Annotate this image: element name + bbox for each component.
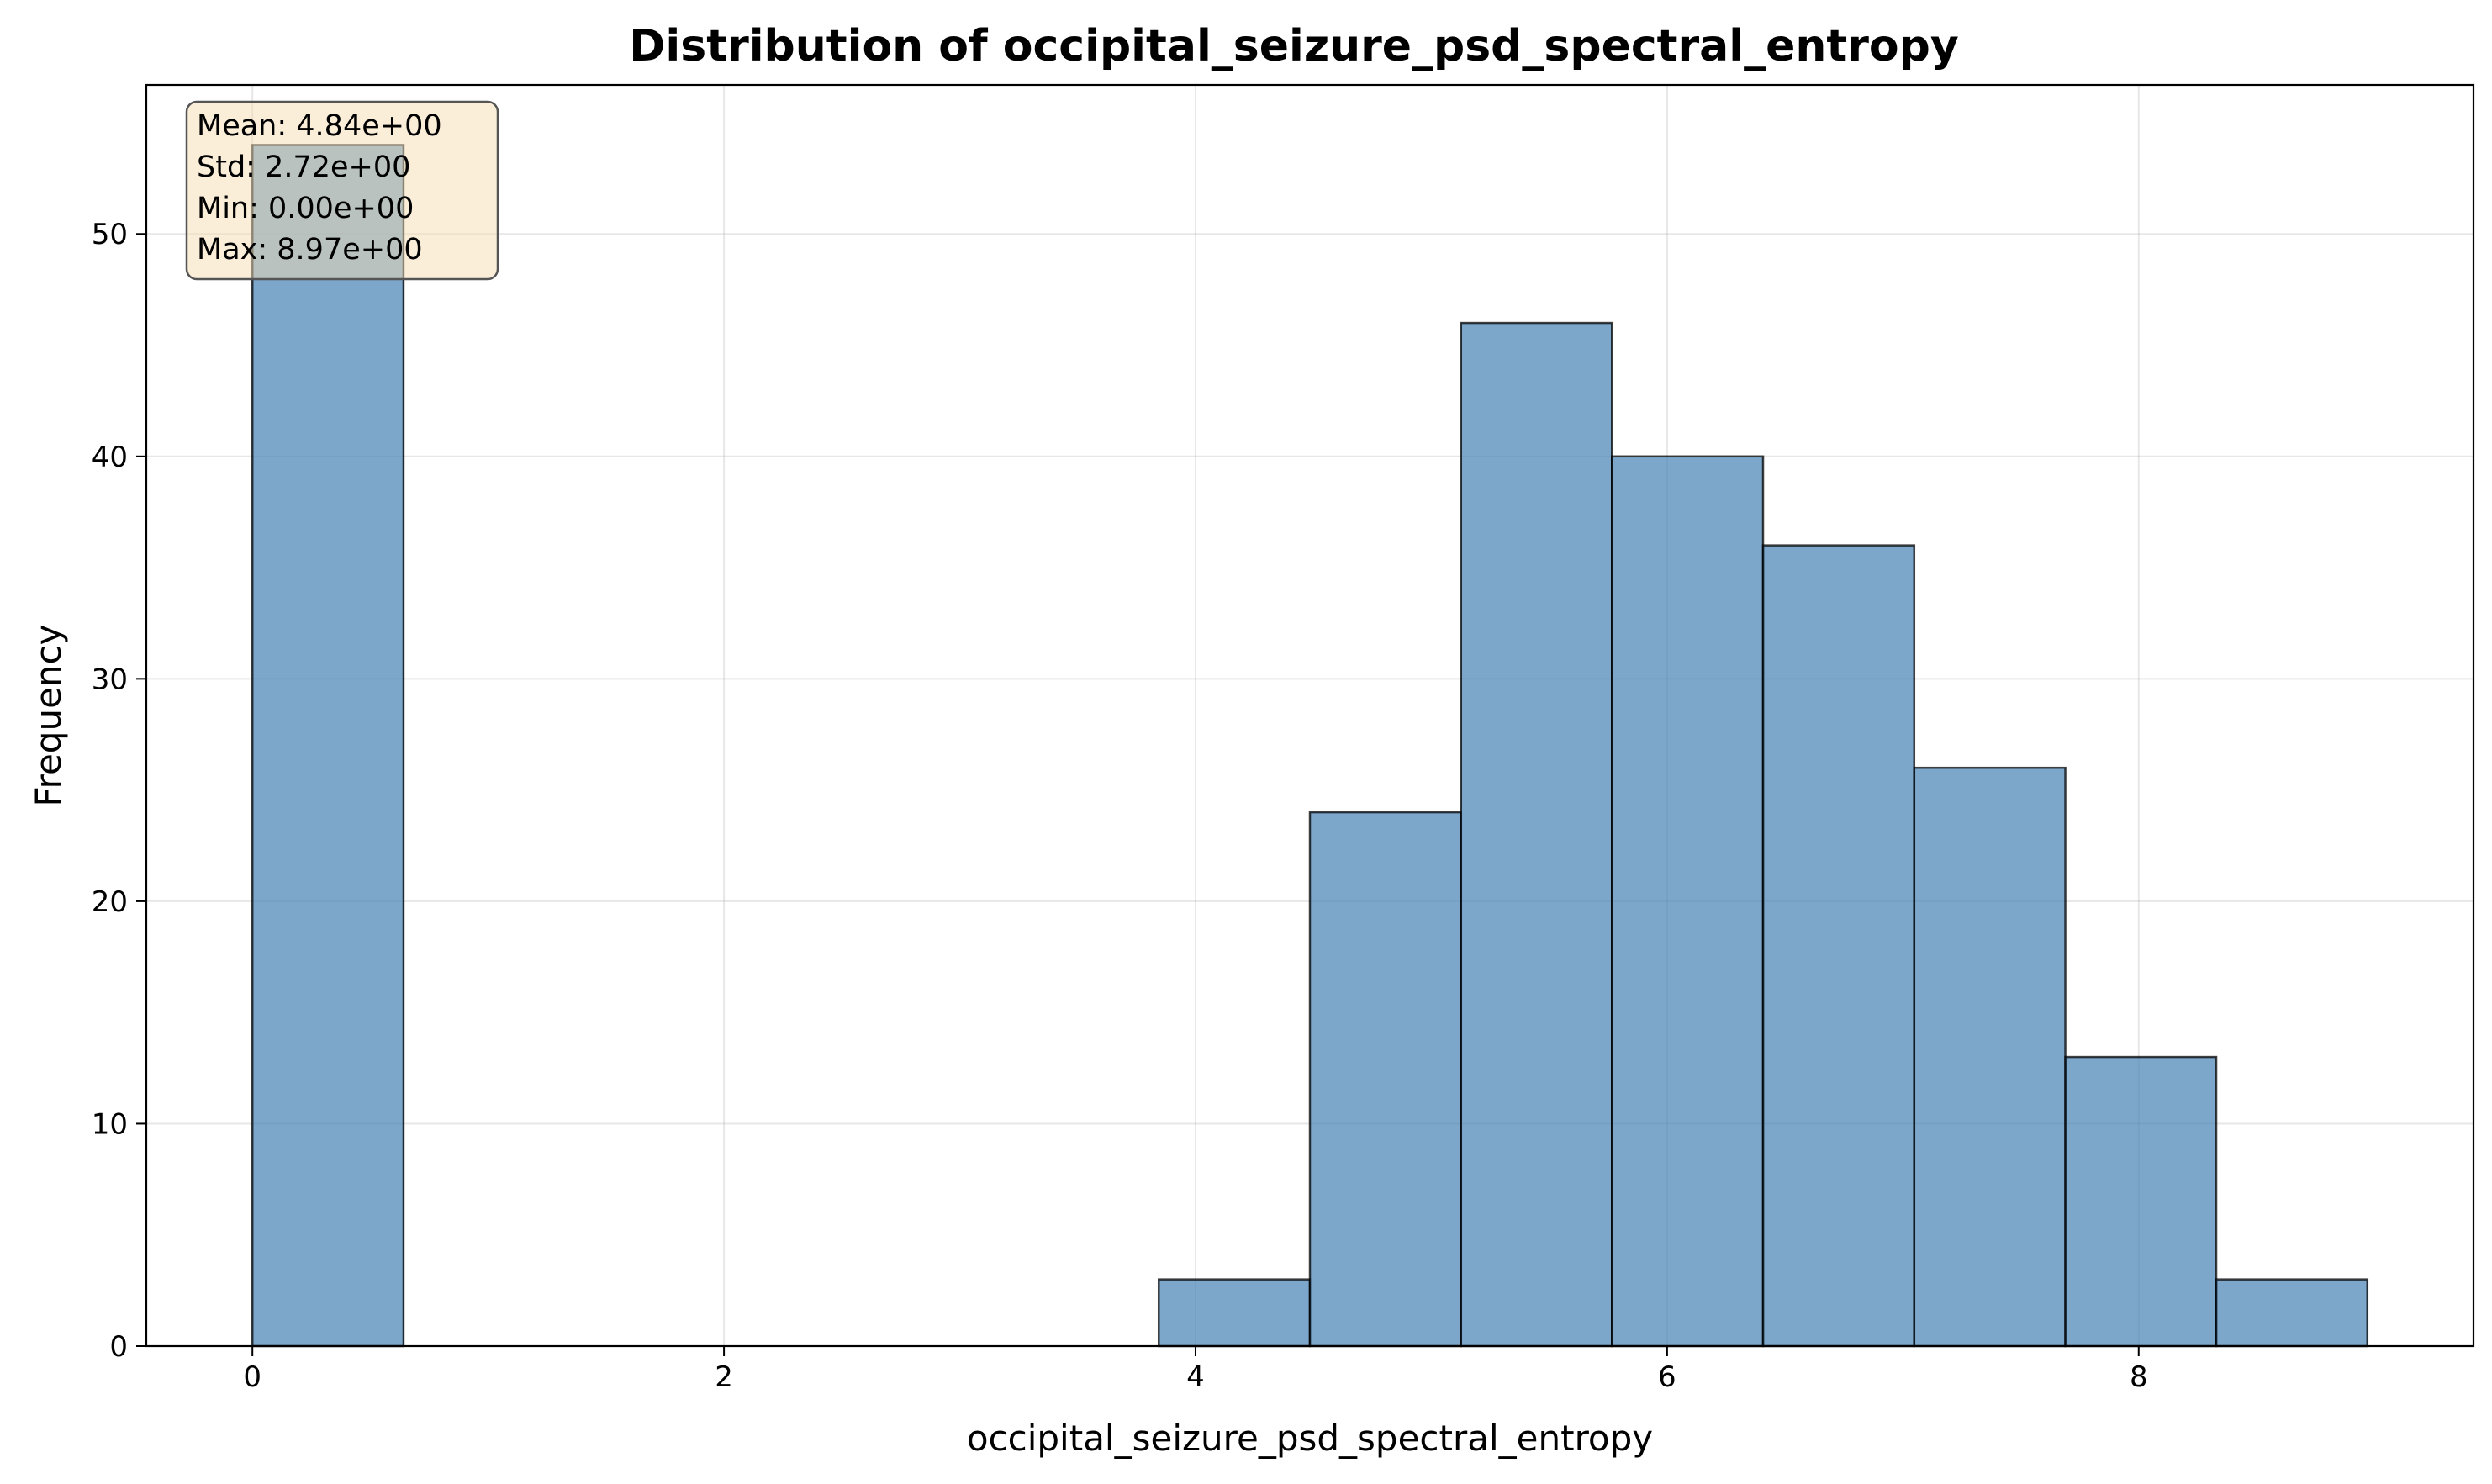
x-tick-label-1: 2 xyxy=(715,1360,733,1394)
histogram-bar-10 xyxy=(1761,544,1916,1348)
y-tick-label-2: 20 xyxy=(92,885,128,919)
chart-title: Distribution of occipital_seizure_psd_sp… xyxy=(629,21,1958,71)
y-tick-label-5: 50 xyxy=(92,218,128,251)
y-tick-label-1: 10 xyxy=(92,1107,128,1141)
stats-box: Mean: 4.84e+00 Std: 2.72e+00 Min: 0.00e+… xyxy=(185,100,499,281)
y-tick-label-0: 0 xyxy=(109,1330,128,1364)
stats-mean: Mean: 4.84e+00 xyxy=(197,109,442,143)
histogram-bar-9 xyxy=(1611,455,1765,1348)
x-tick-label-2: 4 xyxy=(1186,1360,1205,1394)
histogram-bar-7 xyxy=(1308,811,1463,1348)
histogram-bar-8 xyxy=(1460,321,1613,1348)
stats-std: Std: 2.72e+00 xyxy=(197,151,410,184)
stats-max: Max: 8.97e+00 xyxy=(197,233,423,267)
x-tick-label-0: 0 xyxy=(243,1360,261,1394)
ticks-layer: 0 2 4 6 8 0 10 20 30 40 50 xyxy=(92,218,2148,1394)
y-tick-label-4: 40 xyxy=(92,441,128,474)
histogram-bar-11 xyxy=(1913,766,2067,1348)
histogram-bar-12 xyxy=(2064,1055,2218,1348)
x-tick-label-4: 8 xyxy=(2130,1360,2148,1394)
stats-min: Min: 0.00e+00 xyxy=(197,192,414,225)
x-tick-label-3: 6 xyxy=(1658,1360,1676,1394)
y-axis-label: Frequency xyxy=(28,625,69,807)
stats-box-background xyxy=(185,100,499,281)
histogram-bar-6 xyxy=(1157,1278,1312,1348)
histogram-bar-13 xyxy=(2215,1278,2369,1348)
y-tick-label-3: 30 xyxy=(92,663,128,696)
x-axis-label: occipital_seizure_psd_spectral_entropy xyxy=(967,1418,1653,1459)
plot-frame xyxy=(145,83,2475,1348)
histogram-bar-0 xyxy=(251,144,405,1348)
bars-layer xyxy=(251,144,2369,1348)
